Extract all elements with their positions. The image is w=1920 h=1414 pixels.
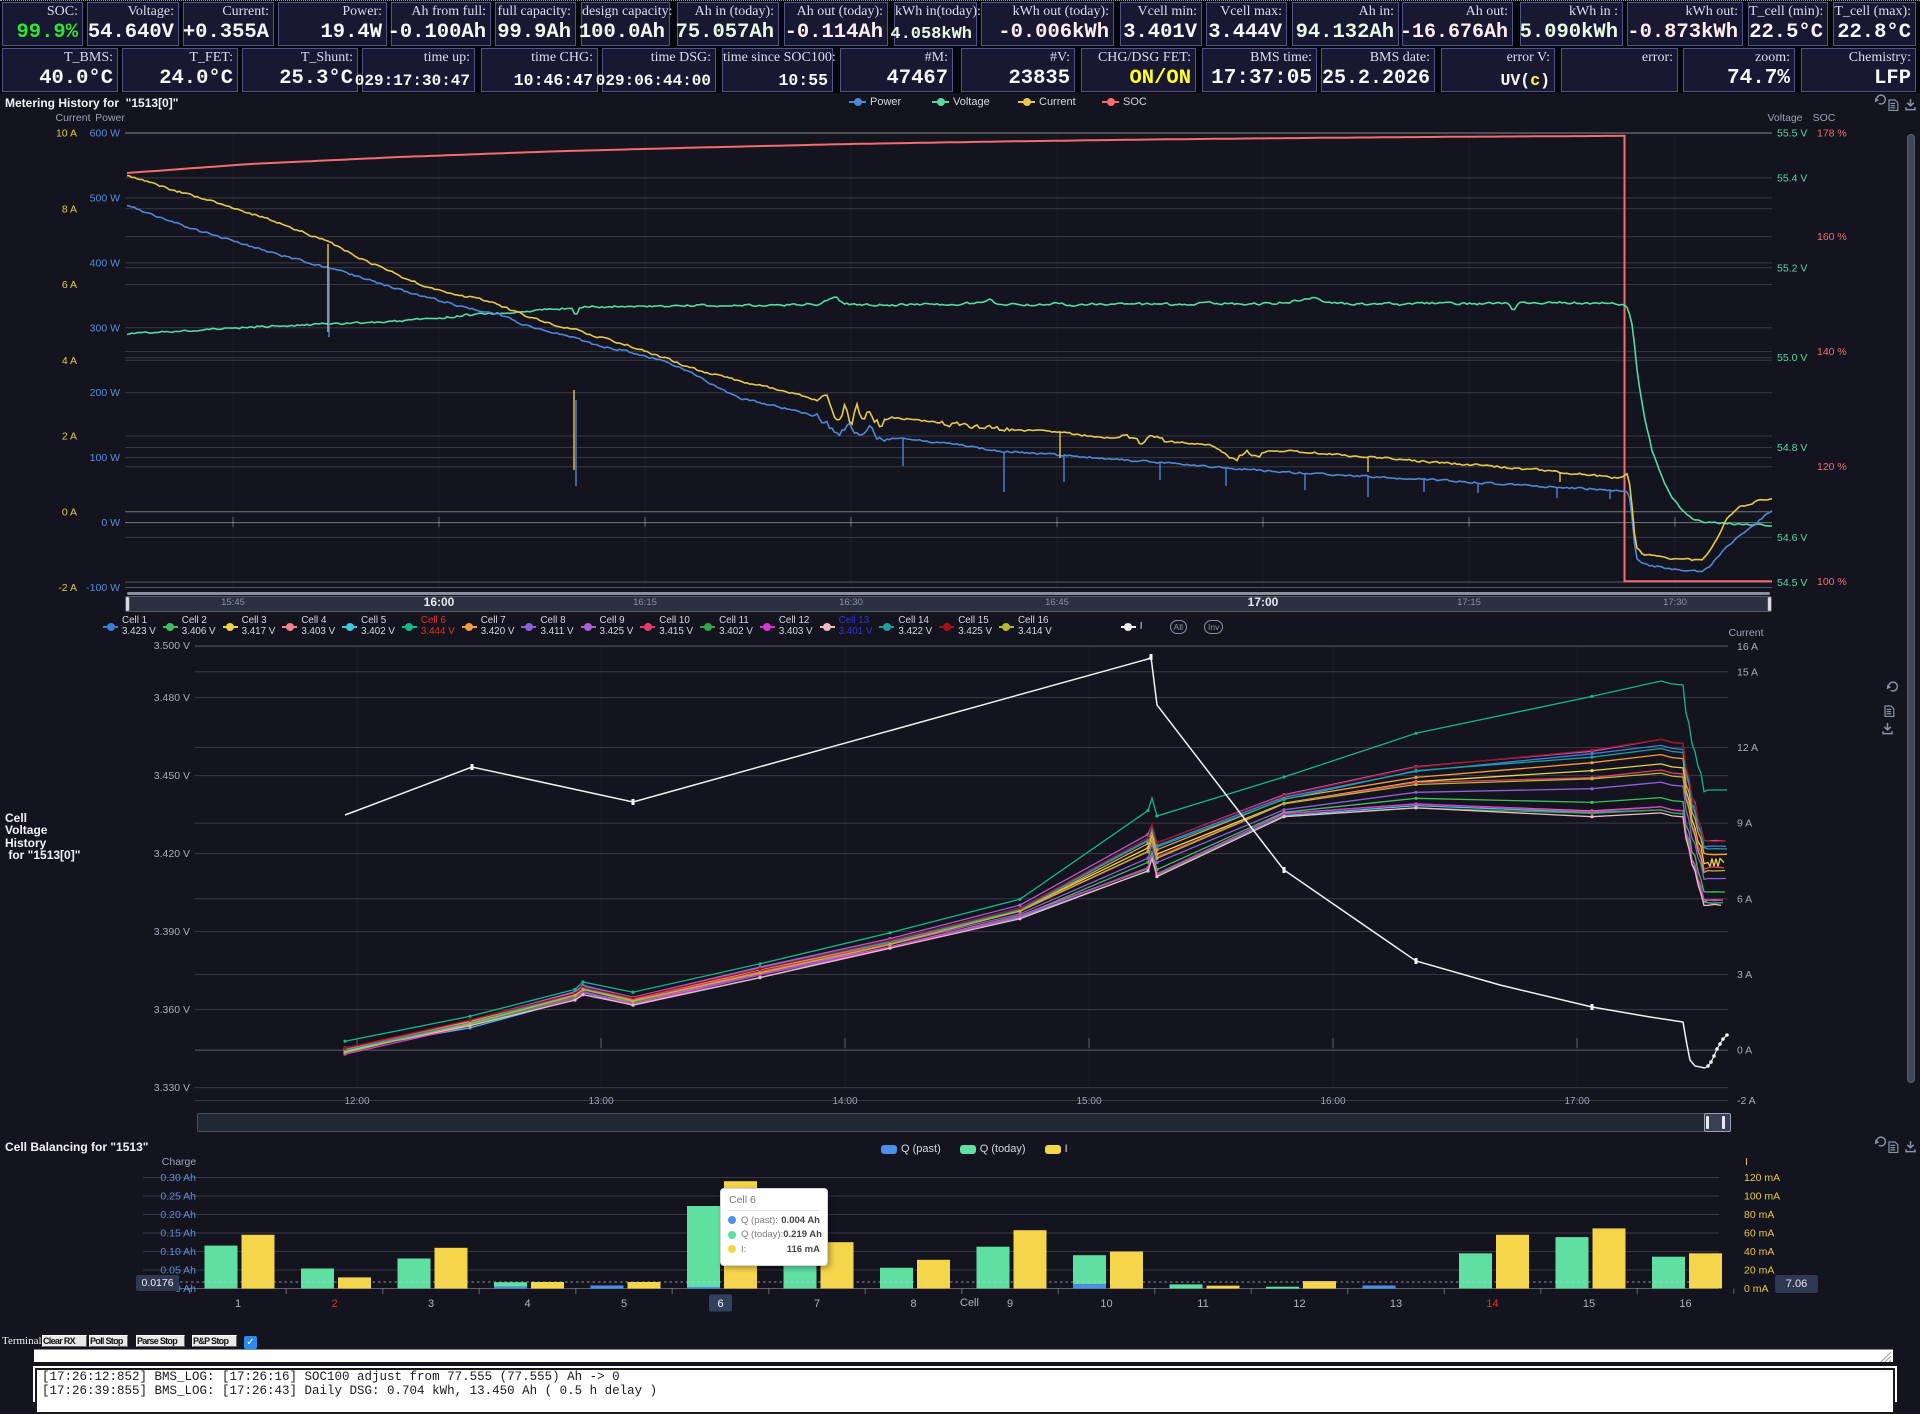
svg-text:160 %: 160 % [1817,231,1847,243]
svg-text:17:00: 17:00 [1564,1096,1589,1107]
svg-text:6 A: 6 A [62,279,77,291]
svg-text:0 A: 0 A [62,506,77,518]
svg-text:Charge: Charge [162,1156,197,1168]
svg-text:3.500 V: 3.500 V [154,640,190,652]
svg-text:300 W: 300 W [90,322,120,334]
svg-text:80 mA: 80 mA [1744,1209,1774,1221]
svg-text:120 %: 120 % [1817,461,1847,473]
svg-text:200 W: 200 W [90,387,120,399]
svg-text:2 A: 2 A [62,431,77,443]
svg-text:SOC: SOC [1813,112,1836,124]
svg-text:Current: Current [55,112,90,124]
svg-text:55.5 V: 55.5 V [1777,128,1807,140]
svg-text:55.2 V: 55.2 V [1777,262,1807,274]
svg-text:3 A: 3 A [1737,969,1752,981]
svg-text:20 mA: 20 mA [1744,1265,1774,1277]
svg-text:100 mA: 100 mA [1744,1191,1780,1203]
svg-text:4 A: 4 A [62,355,77,367]
svg-text:400 W: 400 W [90,257,120,269]
svg-text:0 mA: 0 mA [1744,1283,1769,1295]
svg-text:178 %: 178 % [1817,128,1847,140]
svg-text:140 %: 140 % [1817,346,1847,358]
svg-text:15 A: 15 A [1737,666,1758,678]
svg-text:6: 6 [717,1298,723,1310]
svg-text:-2 A: -2 A [58,582,77,594]
svg-text:3: 3 [428,1298,434,1310]
svg-text:16 A: 16 A [1737,641,1758,653]
svg-text:60 mA: 60 mA [1744,1228,1774,1240]
svg-text:10 A: 10 A [56,128,77,140]
svg-text:-100 W: -100 W [86,582,120,594]
svg-text:3.420 V: 3.420 V [154,848,190,860]
svg-text:3.480 V: 3.480 V [154,692,190,704]
svg-text:4: 4 [524,1298,530,1310]
svg-text:0.05 Ah: 0.05 Ah [160,1265,196,1277]
svg-text:14: 14 [1486,1298,1498,1310]
svg-text:1: 1 [235,1298,241,1310]
svg-text:3.360 V: 3.360 V [154,1004,190,1016]
svg-text:0.15 Ah: 0.15 Ah [160,1228,196,1240]
svg-text:8: 8 [910,1298,916,1310]
svg-text:120 mA: 120 mA [1744,1172,1780,1184]
svg-text:5: 5 [621,1298,627,1310]
svg-text:6 A: 6 A [1737,893,1752,905]
svg-text:-2 A: -2 A [1737,1095,1756,1107]
svg-text:100 %: 100 % [1817,576,1847,588]
svg-text:40 mA: 40 mA [1744,1246,1774,1258]
svg-text:12:00: 12:00 [344,1096,369,1107]
svg-text:Current: Current [1728,627,1763,639]
svg-text:Cell: Cell [960,1297,979,1309]
svg-text:11: 11 [1197,1298,1208,1310]
svg-text:0 W: 0 W [101,517,120,529]
svg-text:15:00: 15:00 [1076,1096,1101,1107]
svg-text:9 A: 9 A [1737,818,1752,830]
svg-text:I: I [1745,1156,1748,1168]
svg-text:0 Ah: 0 Ah [175,1283,196,1295]
svg-text:0 A: 0 A [1737,1045,1752,1057]
svg-text:2: 2 [331,1298,337,1310]
svg-text:3.390 V: 3.390 V [154,926,190,938]
svg-text:600 W: 600 W [90,128,120,140]
svg-text:15: 15 [1583,1298,1595,1310]
svg-text:8 A: 8 A [62,203,77,215]
svg-text:3.330 V: 3.330 V [154,1082,190,1094]
svg-text:9: 9 [1007,1298,1013,1310]
svg-text:14:00: 14:00 [832,1096,857,1107]
svg-text:Power: Power [95,112,125,124]
svg-text:12 A: 12 A [1737,742,1758,754]
svg-text:7: 7 [814,1298,820,1310]
svg-text:0.20 Ah: 0.20 Ah [160,1209,196,1221]
svg-text:10: 10 [1100,1298,1112,1310]
svg-text:13:00: 13:00 [588,1096,613,1107]
svg-text:0.30 Ah: 0.30 Ah [160,1172,196,1184]
svg-text:54.8 V: 54.8 V [1777,442,1807,454]
svg-text:500 W: 500 W [90,192,120,204]
svg-text:Voltage: Voltage [1767,112,1802,124]
svg-text:54.6 V: 54.6 V [1777,532,1807,544]
svg-text:55.4 V: 55.4 V [1777,172,1807,184]
svg-text:54.5 V: 54.5 V [1777,577,1807,589]
svg-text:3.450 V: 3.450 V [154,770,190,782]
svg-text:12: 12 [1293,1298,1305,1310]
svg-text:0.25 Ah: 0.25 Ah [160,1191,196,1203]
svg-text:0.10 Ah: 0.10 Ah [160,1246,196,1258]
svg-text:13: 13 [1390,1298,1402,1310]
svg-text:100 W: 100 W [90,452,120,464]
svg-text:16:00: 16:00 [1320,1096,1345,1107]
svg-text:16: 16 [1679,1298,1691,1310]
svg-text:55.0 V: 55.0 V [1777,352,1807,364]
